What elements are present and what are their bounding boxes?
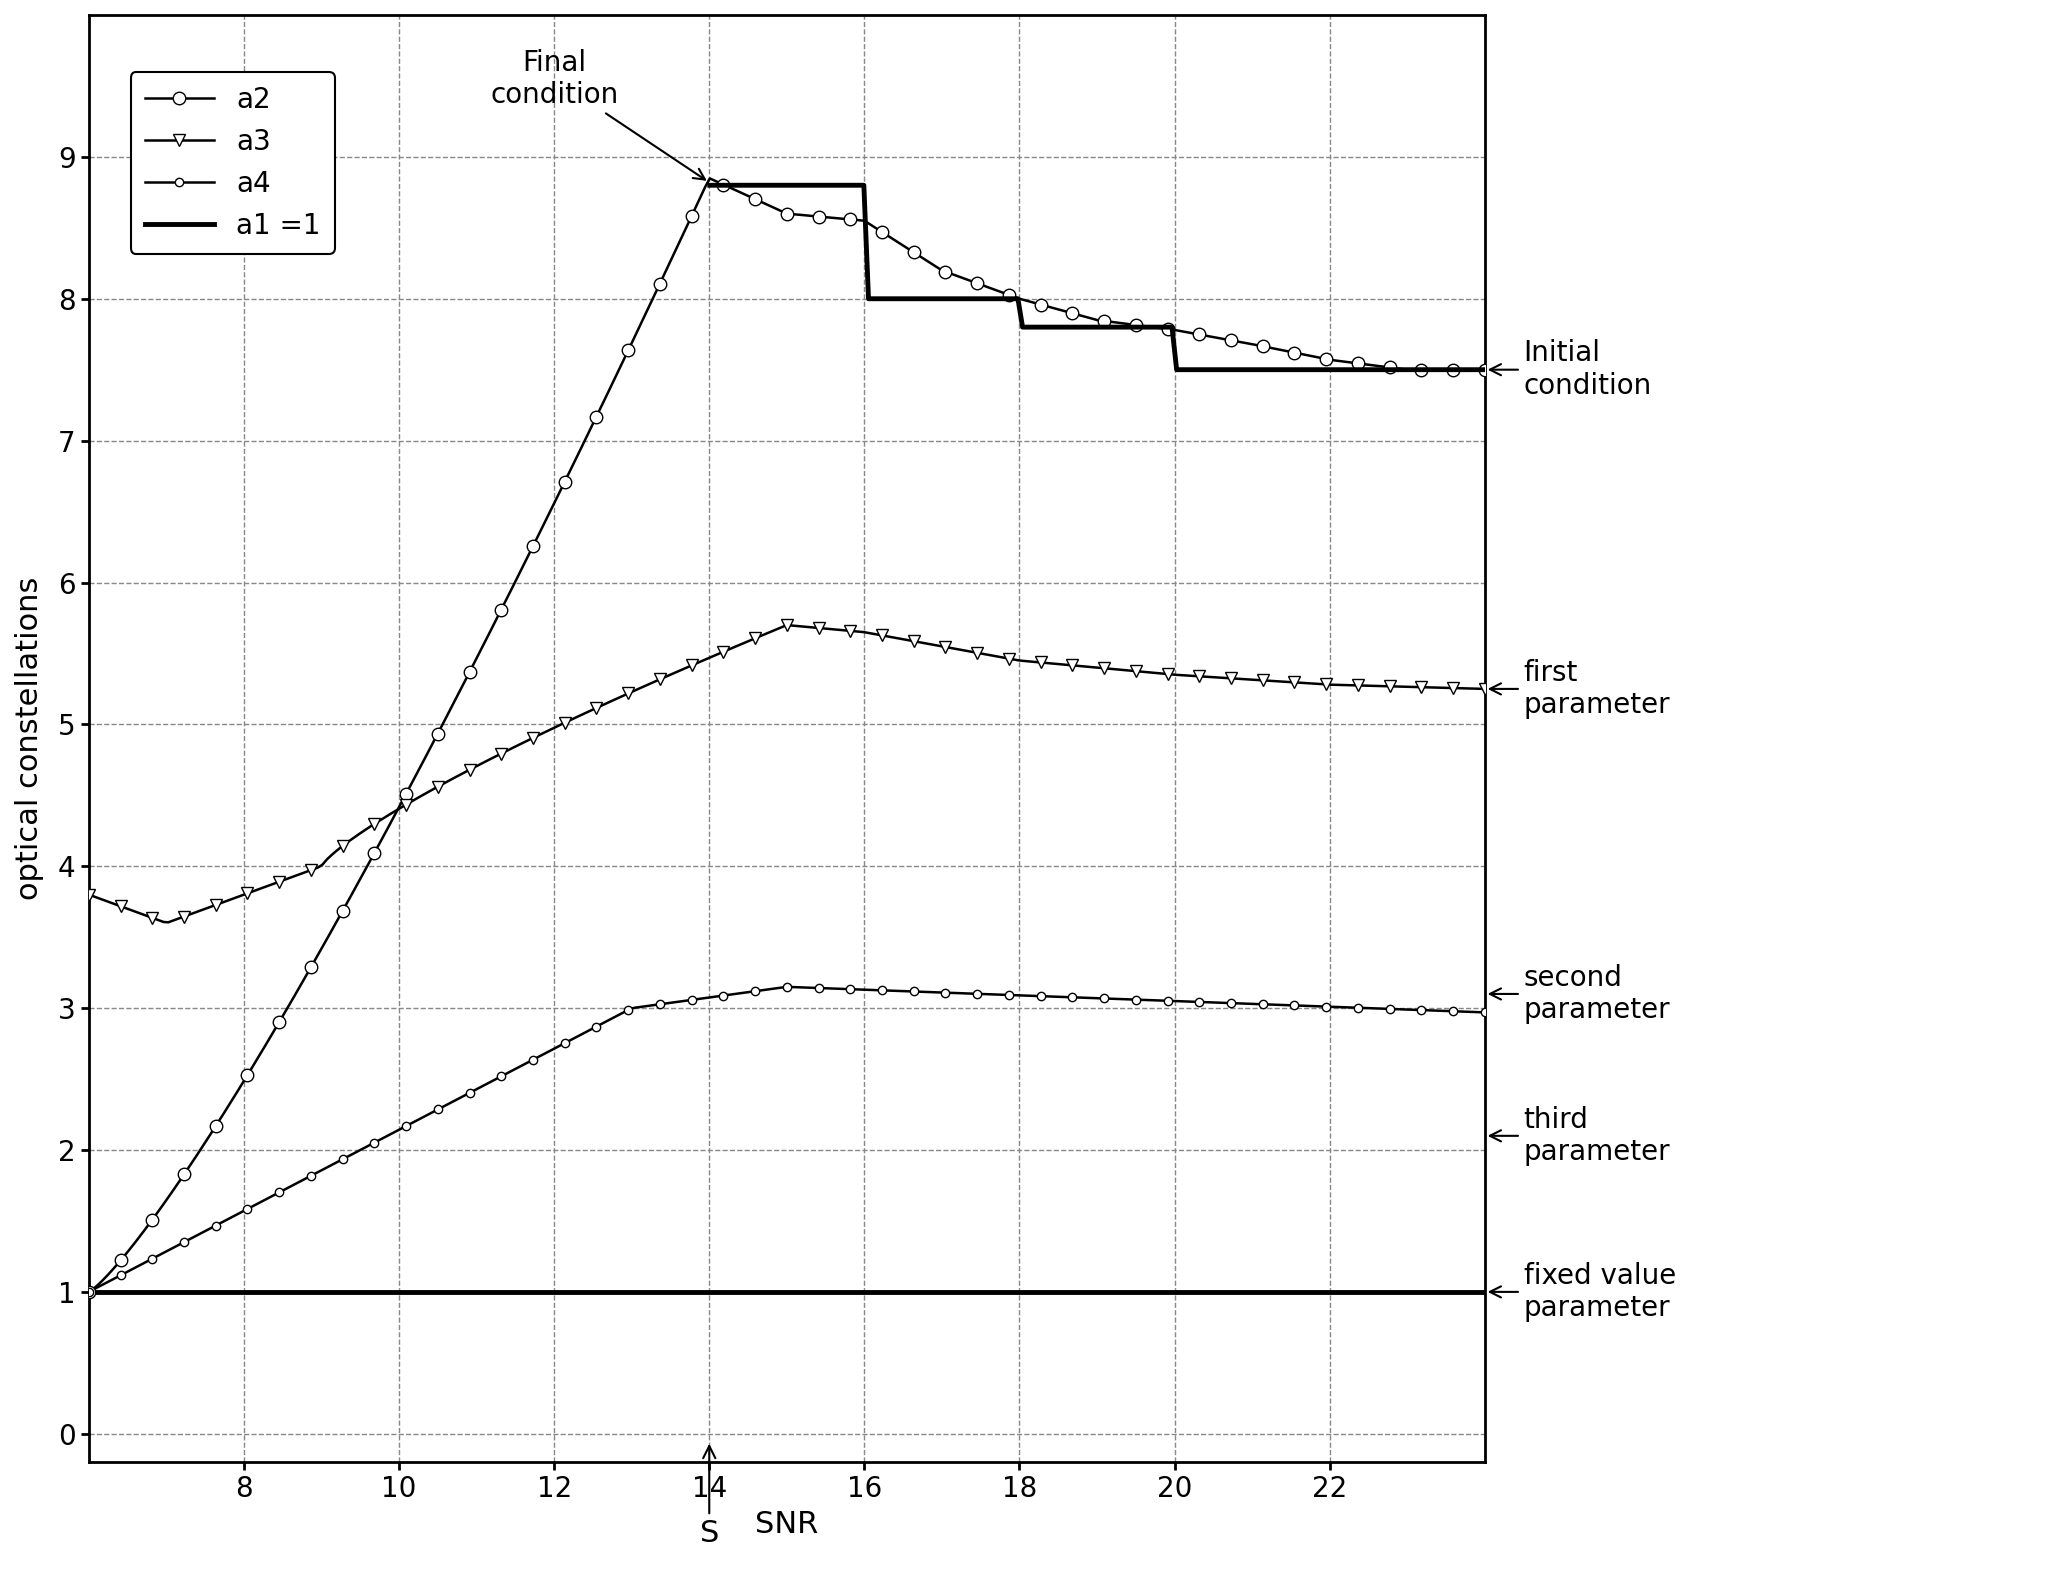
- Text: first
parameter: first parameter: [1490, 658, 1670, 718]
- Legend: a2, a3, a4, a1 =1: a2, a3, a4, a1 =1: [130, 73, 335, 254]
- Y-axis label: optical constellations: optical constellations: [14, 577, 43, 901]
- Text: fixed value
parameter: fixed value parameter: [1490, 1262, 1676, 1323]
- Text: S: S: [699, 1446, 718, 1548]
- Text: Final
condition: Final condition: [490, 49, 706, 179]
- Text: third
parameter: third parameter: [1490, 1105, 1670, 1166]
- X-axis label: SNR: SNR: [755, 1510, 819, 1540]
- Text: Initial
condition: Initial condition: [1490, 339, 1651, 400]
- Text: second
parameter: second parameter: [1490, 964, 1670, 1025]
